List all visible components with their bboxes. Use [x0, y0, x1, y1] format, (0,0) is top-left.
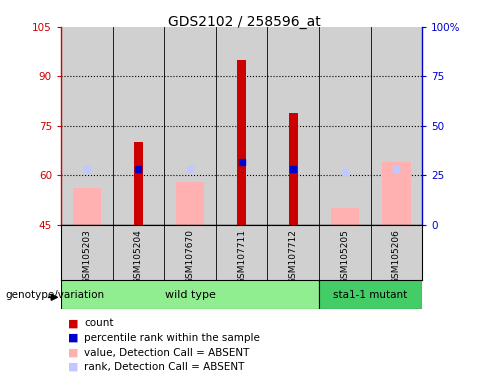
Bar: [216, 225, 267, 280]
Bar: [319, 280, 422, 309]
Text: GSM107712: GSM107712: [288, 229, 298, 284]
Text: ■: ■: [68, 318, 79, 328]
Text: ■: ■: [68, 362, 79, 372]
Bar: [237, 60, 246, 225]
Bar: [382, 162, 410, 225]
Text: value, Detection Call = ABSENT: value, Detection Call = ABSENT: [84, 348, 249, 358]
Text: rank, Detection Call = ABSENT: rank, Detection Call = ABSENT: [84, 362, 244, 372]
Text: GSM105204: GSM105204: [134, 229, 143, 284]
Text: genotype/variation: genotype/variation: [5, 290, 104, 300]
Bar: [164, 27, 216, 225]
Text: GDS2102 / 258596_at: GDS2102 / 258596_at: [167, 15, 321, 29]
Text: ■: ■: [68, 333, 79, 343]
Text: GSM105203: GSM105203: [82, 229, 91, 284]
Text: ■: ■: [68, 348, 79, 358]
Bar: [61, 27, 113, 225]
Bar: [370, 225, 422, 280]
Bar: [176, 182, 204, 225]
Bar: [73, 189, 101, 225]
Bar: [134, 142, 143, 225]
Bar: [267, 27, 319, 225]
Text: GSM107711: GSM107711: [237, 229, 246, 284]
Text: count: count: [84, 318, 113, 328]
Text: percentile rank within the sample: percentile rank within the sample: [84, 333, 260, 343]
Bar: [113, 27, 164, 225]
Bar: [370, 27, 422, 225]
Bar: [288, 113, 298, 225]
Text: GSM105206: GSM105206: [392, 229, 401, 284]
Bar: [61, 280, 319, 309]
Text: GSM107670: GSM107670: [185, 229, 195, 284]
Text: sta1-1 mutant: sta1-1 mutant: [333, 290, 407, 300]
Text: GSM105205: GSM105205: [340, 229, 349, 284]
Text: wild type: wild type: [164, 290, 215, 300]
Bar: [319, 225, 370, 280]
Bar: [319, 27, 370, 225]
Bar: [164, 225, 216, 280]
Bar: [61, 225, 113, 280]
Bar: [267, 225, 319, 280]
Bar: [113, 225, 164, 280]
Bar: [330, 208, 359, 225]
Bar: [216, 27, 267, 225]
